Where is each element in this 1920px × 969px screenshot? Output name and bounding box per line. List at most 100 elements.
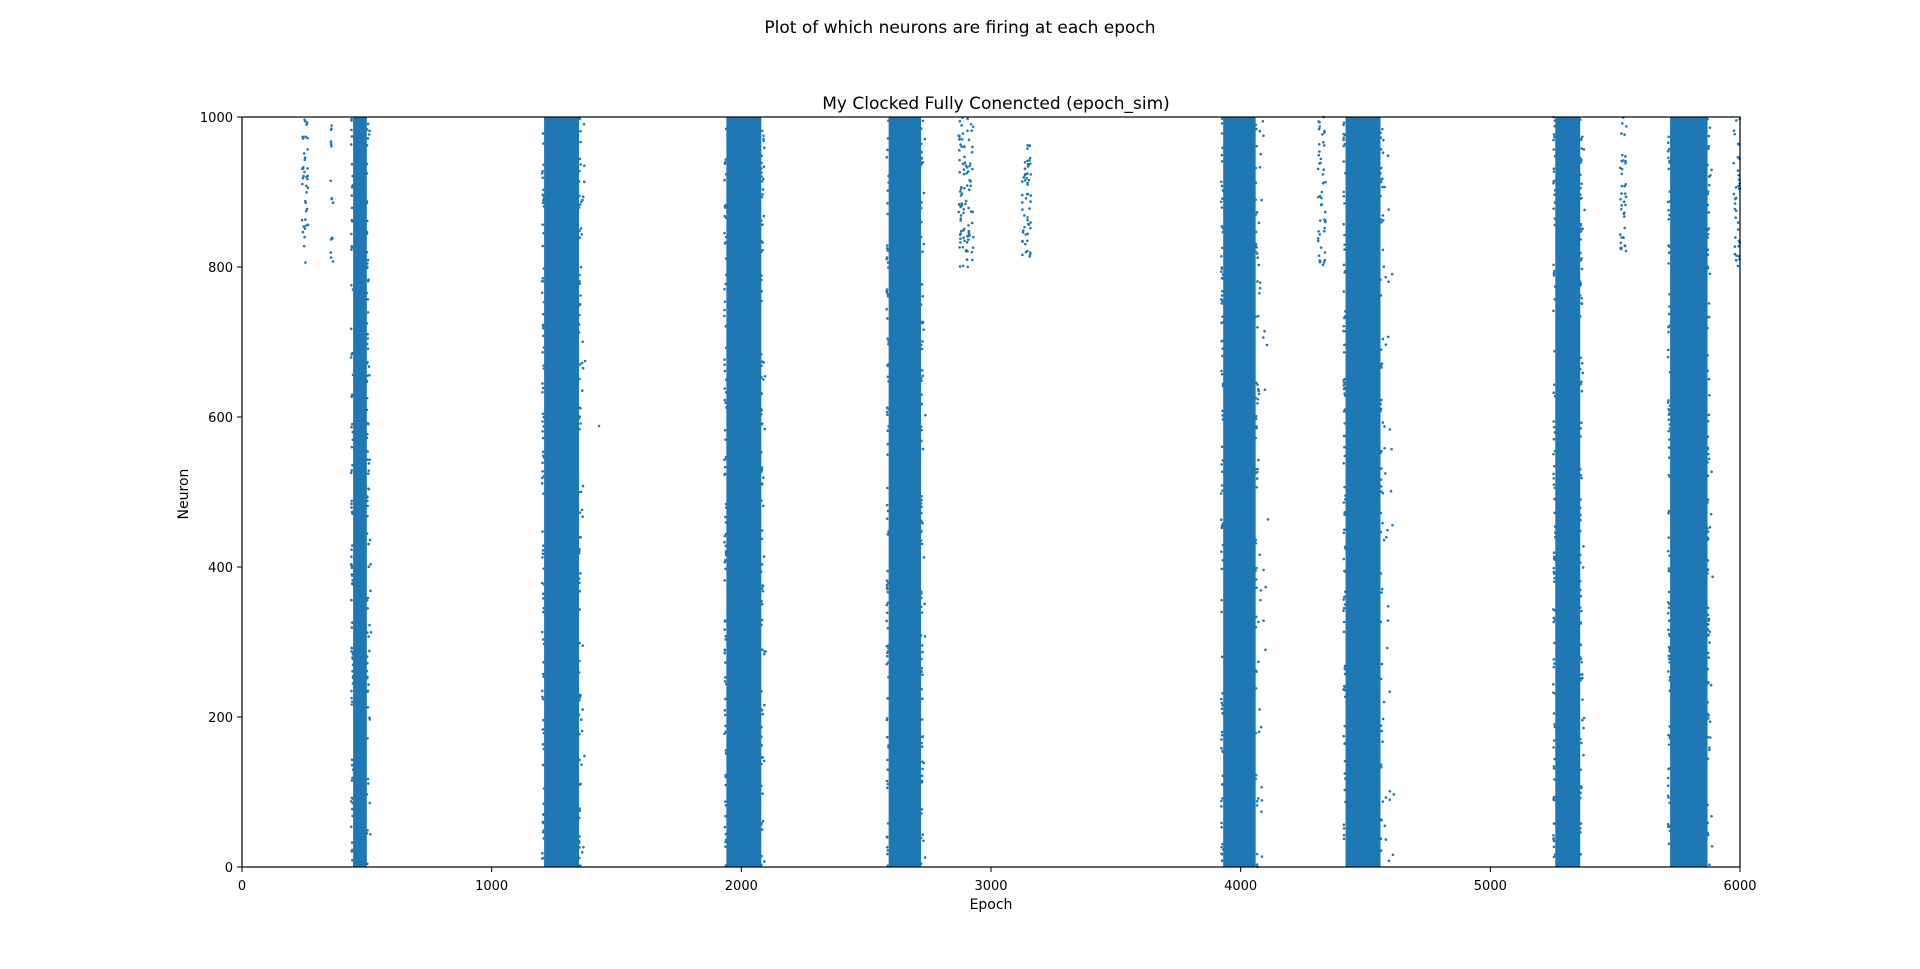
spike-point — [760, 623, 763, 627]
spike-point — [724, 203, 728, 207]
spike-point — [760, 392, 764, 395]
spike-point — [1386, 619, 1390, 622]
spike-point — [350, 582, 354, 585]
spike-point — [1221, 750, 1225, 754]
spike-point — [1666, 149, 1670, 153]
spike-point — [541, 412, 545, 416]
spike-point — [1221, 347, 1225, 350]
spike-point — [1256, 397, 1260, 401]
spike-point — [1254, 615, 1258, 619]
spike-point — [1254, 213, 1258, 216]
spike-point — [723, 242, 727, 245]
spike-point — [724, 438, 727, 441]
spike-point — [919, 634, 923, 637]
spike-point — [1254, 777, 1258, 781]
spike-point — [1023, 167, 1027, 171]
spike-point — [760, 602, 764, 606]
spike-point — [1553, 535, 1557, 539]
spike-point — [1255, 477, 1259, 480]
spike-point — [1382, 700, 1386, 704]
spike-point — [1553, 449, 1557, 453]
spike-point — [306, 136, 309, 140]
spike-point — [306, 177, 309, 181]
spike-point — [970, 250, 974, 254]
spike-point — [1343, 233, 1346, 237]
spike-point — [724, 544, 728, 548]
spike-point — [1708, 525, 1712, 529]
spike-point — [1668, 676, 1672, 679]
spike-point — [541, 552, 545, 556]
spike-point — [724, 235, 728, 239]
spike-point — [886, 249, 890, 252]
spike-point — [1254, 467, 1257, 471]
spike-point — [886, 601, 890, 605]
spike-point — [1343, 454, 1347, 458]
spike-point — [920, 779, 924, 783]
spike-point — [921, 321, 924, 325]
spike-point — [1578, 606, 1582, 609]
spike-point — [1623, 192, 1627, 195]
spike-point — [1381, 740, 1384, 743]
spike-point — [886, 292, 890, 296]
spike-point — [724, 158, 728, 161]
spike-point — [724, 515, 727, 519]
spike-point — [1620, 192, 1623, 195]
spike-point — [329, 251, 333, 254]
spike-point — [1255, 863, 1259, 866]
spike-point — [1379, 278, 1382, 282]
spike-point — [1343, 485, 1346, 489]
spike-point — [1708, 748, 1711, 752]
spike-point — [760, 129, 764, 133]
spike-point — [724, 634, 728, 638]
spike-point — [887, 646, 890, 650]
spike-point — [1343, 777, 1347, 780]
spike-point — [920, 687, 923, 691]
spike-point — [1221, 522, 1225, 525]
spike-point — [1668, 404, 1672, 407]
spike-point — [578, 236, 582, 239]
spike-point — [1552, 580, 1556, 583]
spike-point — [1734, 216, 1738, 219]
spike-point — [1344, 171, 1347, 175]
spike-point — [541, 420, 544, 423]
spike-point — [1024, 242, 1027, 246]
spike-point — [922, 556, 926, 559]
spike-point — [760, 744, 763, 747]
spike-point — [1736, 155, 1740, 159]
spike-point — [971, 258, 974, 262]
spike-point — [1026, 159, 1029, 163]
spike-point — [1387, 859, 1391, 863]
spike-point — [919, 502, 923, 505]
spike-point — [921, 340, 924, 343]
spike-point — [959, 214, 963, 217]
spike-point — [1028, 159, 1031, 162]
spike-point — [1029, 251, 1032, 254]
spike-point — [1343, 772, 1347, 775]
spike-point — [1582, 753, 1585, 757]
spike-point — [1390, 272, 1394, 276]
spike-point — [1668, 801, 1672, 805]
sparse-cluster-3 — [957, 116, 975, 269]
spike-point — [350, 566, 354, 570]
spike-point — [1318, 150, 1321, 153]
spike-point — [365, 499, 369, 503]
spike-point — [1622, 236, 1625, 240]
spike-point — [579, 265, 583, 269]
spike-point — [582, 180, 586, 184]
spike-point — [1386, 154, 1390, 158]
spike-point — [886, 569, 889, 573]
spike-point — [1580, 147, 1584, 150]
spike-point — [919, 127, 923, 130]
spike-point — [970, 221, 974, 225]
spike-point — [1668, 734, 1671, 738]
spike-point — [1025, 239, 1029, 243]
spike-point — [1579, 621, 1583, 625]
spike-point — [920, 142, 923, 146]
spike-point — [306, 186, 310, 190]
spike-point — [1582, 148, 1586, 151]
spike-point — [1382, 265, 1386, 268]
spike-point — [958, 233, 962, 236]
spike-point — [1707, 717, 1710, 720]
spike-point — [1580, 302, 1584, 306]
spike-point — [1385, 646, 1389, 650]
